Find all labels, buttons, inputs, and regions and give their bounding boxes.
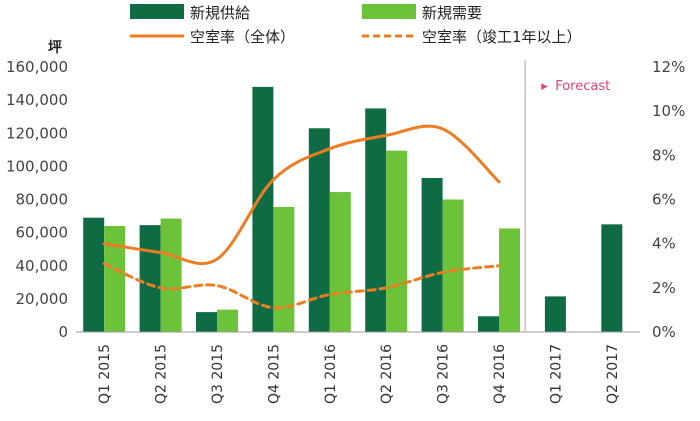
bar-new-supply [365,108,387,332]
y-left-tick-label: 100,000 [6,157,68,175]
legend-label-vacancy-total: 空室率（全体） [190,28,295,46]
y-left-tick-label: 0 [58,323,68,341]
line-vacancy-total [102,124,501,265]
forecast-marker-icon: ▸ [541,79,548,94]
legend-item-vacancy-total: 空室率（全体） [130,28,295,46]
bar-new-demand [499,228,520,332]
line-vacancy-1yr [102,262,501,310]
bar-new-demand [386,150,408,332]
y-right-tick-label: 12% [652,58,685,76]
bar-new-demand [160,218,182,332]
y-left-tick-label: 120,000 [6,124,68,142]
legend-swatch-new-supply [130,4,184,19]
x-tick-label: Q1 2016 [323,344,339,404]
x-tick-label: Q4 2016 [492,344,508,404]
y-axis-right: 0% 2% 4% 6% 8% 10% 12% [652,58,685,341]
y-left-tick-label: 60,000 [16,224,69,242]
x-tick-label: Q2 2017 [605,344,621,404]
legend-label-vacancy-1yr: 空室率（竣工1年以上） [422,28,582,46]
x-tick-label: Q1 2017 [548,344,564,404]
x-tick-label: Q4 2015 [266,344,282,404]
y-left-tick-label: 160,000 [6,58,68,76]
forecast-label: Forecast [555,79,610,94]
bar-new-supply [308,128,330,332]
series-lines [102,124,501,310]
y-left-tick-label: 80,000 [16,191,69,209]
bar-new-demand [442,199,464,332]
x-tick-label: Q3 2015 [210,344,226,404]
y-right-tick-label: 0% [652,323,676,341]
bar-new-demand [273,206,295,332]
bar-new-supply [544,296,566,332]
bar-new-demand [329,192,351,332]
legend-item-new-supply: 新規供給 [130,4,250,22]
y-right-tick-label: 10% [652,102,685,120]
bar-new-supply [252,86,274,332]
x-tick-label: Q2 2016 [379,344,395,404]
x-axis: Q1 2015 Q2 2015 Q3 2015 Q4 2015 Q1 2016 Q2 20… [97,344,621,404]
y-left-tick-label: 40,000 [16,257,69,275]
bar-new-supply [601,224,623,332]
bar-new-supply [196,312,217,332]
bar-new-supply [139,225,161,332]
bar-new-demand [104,226,126,332]
y-right-tick-label: 6% [652,191,676,209]
y-right-tick-label: 4% [652,235,676,253]
legend-label-new-demand: 新規需要 [422,4,482,22]
legend-swatch-new-demand [362,4,416,19]
y-left-tick-label: 140,000 [6,91,68,109]
bar-new-supply [478,316,499,332]
y-left-tick-label: 20,000 [16,290,69,308]
legend-item-new-demand: 新規需要 [362,4,482,22]
legend-item-vacancy-1yr: 空室率（竣工1年以上） [362,28,582,46]
bars [83,86,623,332]
x-tick-label: Q2 2015 [154,344,170,404]
y-axis-left: 0 20,000 40,000 60,000 80,000 100,000 120,000 1… [6,58,68,341]
y-right-tick-label: 8% [652,146,676,164]
bar-new-demand [217,309,238,332]
bar-new-supply [83,217,105,332]
y-axis-unit-label: 坪 [48,40,62,56]
x-tick-label: Q3 2016 [436,344,452,404]
forecast-annotation: ▸ Forecast [541,79,610,94]
bar-new-supply [421,177,443,332]
x-tick-label: Q1 2015 [97,344,113,404]
legend: 新規供給 新規需要 空室率（全体） 空室率（竣工1年以上） [130,4,582,46]
y-right-tick-label: 2% [652,279,676,297]
legend-label-new-supply: 新規供給 [190,4,250,22]
